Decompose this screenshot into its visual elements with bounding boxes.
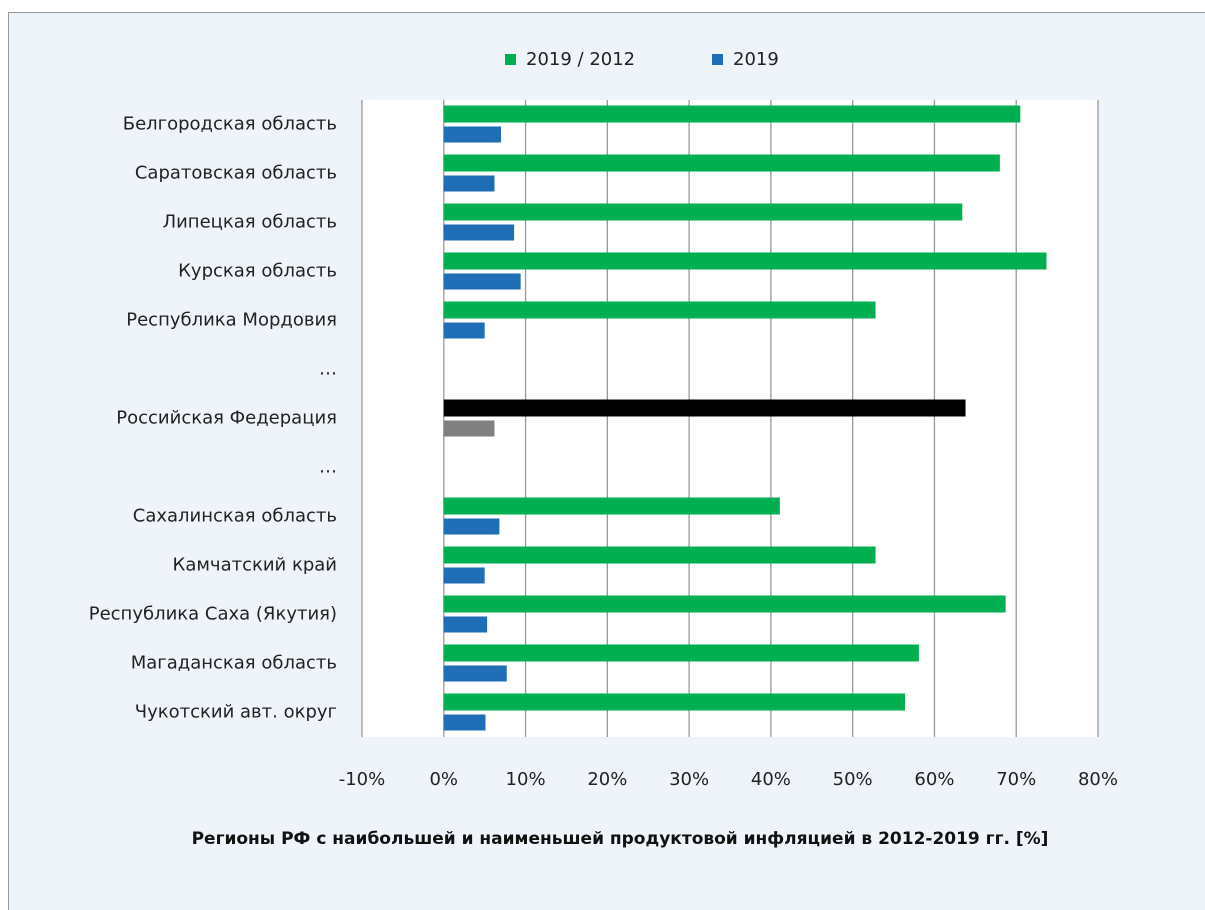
- bar: [443, 616, 488, 633]
- y-tick-label: Белгородская область: [123, 114, 337, 135]
- y-tick-label: Республика Саха (Якутия): [89, 604, 337, 625]
- bar: [443, 154, 1000, 172]
- bar: [443, 252, 1047, 270]
- y-tick-label: Чукотский авт. округ: [135, 702, 337, 723]
- y-tick-label: Курская область: [178, 261, 337, 282]
- bar: [443, 665, 507, 682]
- plot-area: [362, 100, 1098, 737]
- bar: [443, 518, 500, 535]
- y-tick-label: Российская Федерация: [116, 408, 337, 429]
- x-tick-label: 40%: [751, 769, 791, 790]
- y-tick-label: Липецкая область: [163, 212, 337, 233]
- bar: [443, 175, 495, 192]
- x-tick-label: -10%: [339, 769, 386, 790]
- bar: [443, 714, 486, 731]
- y-tick-label: Сахалинская область: [133, 506, 337, 527]
- x-tick-label: 80%: [1078, 769, 1118, 790]
- legend-label: 2019 / 2012: [526, 49, 635, 70]
- y-tick-label: Камчатский край: [173, 555, 337, 576]
- bar: [443, 301, 876, 319]
- x-tick-label: 60%: [914, 769, 954, 790]
- bar: [443, 567, 485, 584]
- legend-swatch: [712, 54, 723, 65]
- x-tick-label: 30%: [669, 769, 709, 790]
- bar: [443, 497, 780, 515]
- y-tick-label: Магаданская область: [131, 653, 337, 674]
- bar: [443, 105, 1021, 123]
- bar: [443, 224, 515, 241]
- y-tick-label: …: [319, 359, 337, 380]
- bar: [443, 546, 876, 564]
- bar: [443, 273, 521, 290]
- bar: [443, 322, 485, 339]
- legend-swatch: [505, 54, 516, 65]
- y-tick-label: …: [319, 457, 337, 478]
- bar: [443, 693, 906, 711]
- chart-title: Регионы РФ с наибольшей и наименьшей про…: [191, 829, 1049, 849]
- x-tick-label: 10%: [506, 769, 546, 790]
- x-tick-label: 50%: [833, 769, 873, 790]
- bar: [443, 203, 963, 221]
- x-tick-label: 20%: [587, 769, 627, 790]
- x-tick-label: 0%: [429, 769, 458, 790]
- bar: [443, 399, 966, 417]
- y-tick-label: Республика Мордовия: [126, 310, 337, 331]
- bar: [443, 420, 495, 437]
- bar: [443, 644, 919, 662]
- bar: [443, 595, 1006, 613]
- legend-label: 2019: [733, 49, 779, 70]
- bar: [443, 126, 502, 143]
- y-tick-label: Саратовская область: [135, 163, 337, 184]
- x-tick-label: 70%: [996, 769, 1036, 790]
